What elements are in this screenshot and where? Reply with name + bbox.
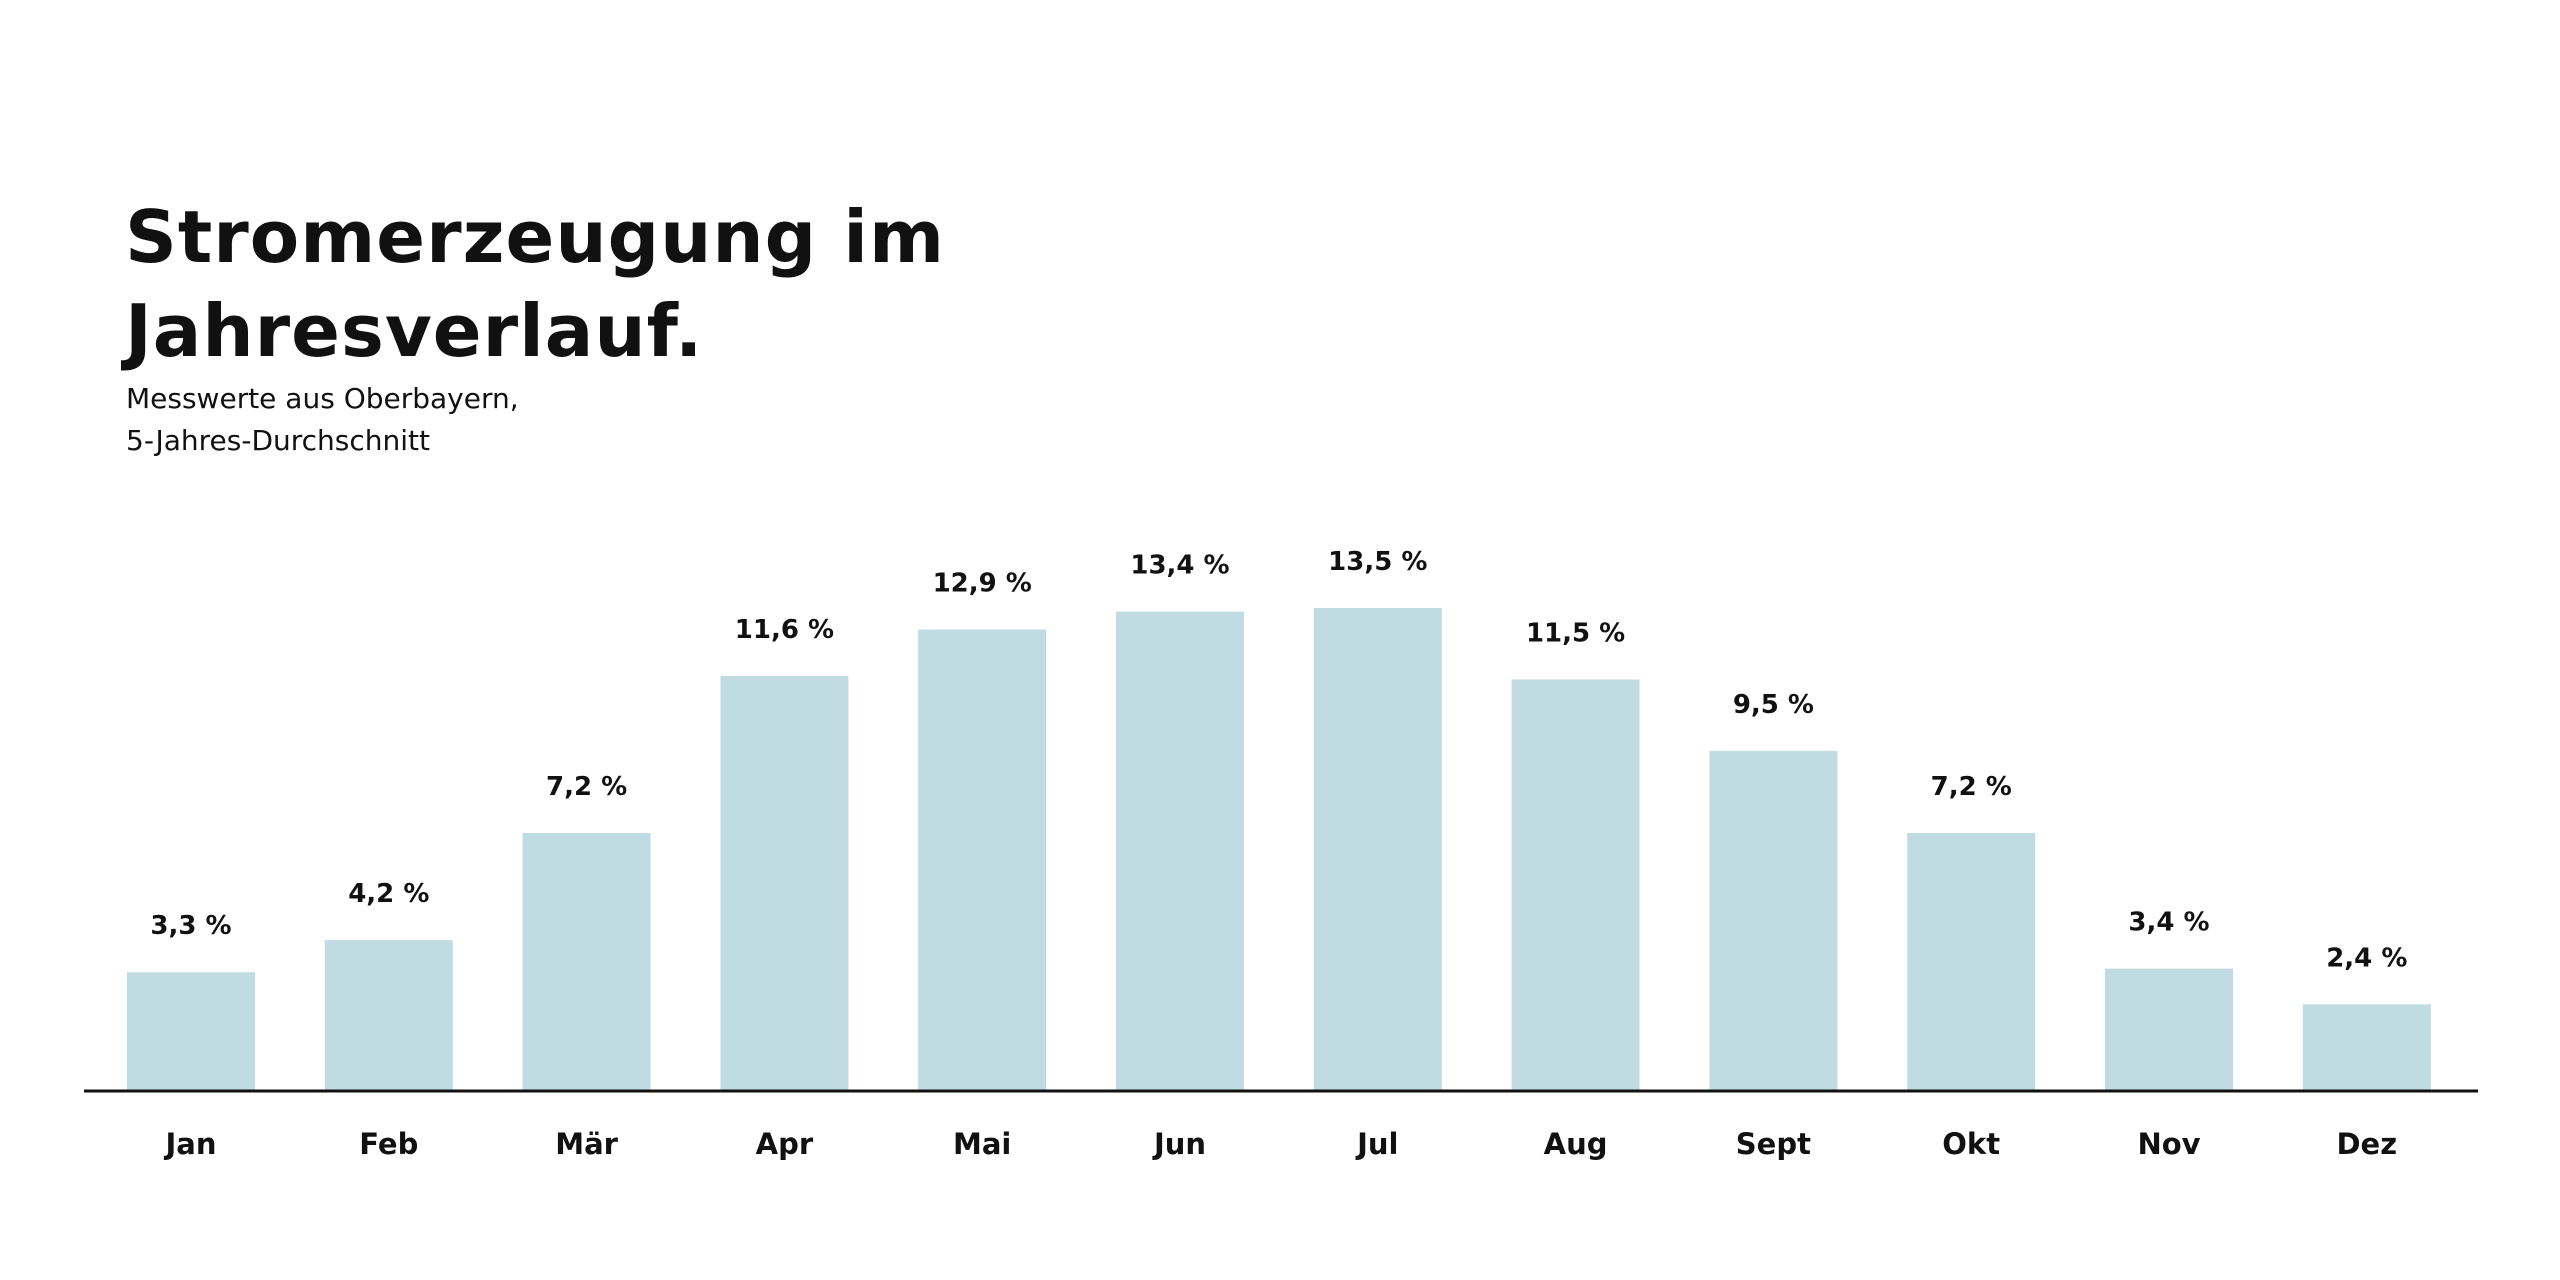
value-labels-group: 3,3 % 4,2 % 7,2 % 11,6 % 12,9 % 13,4 % 13,5 % 1… <box>150 547 2407 973</box>
bar-0 <box>127 972 255 1090</box>
bar-5 <box>1116 611 1244 1090</box>
bars-group <box>127 608 2431 1091</box>
value-label-0: 3,3 % <box>150 911 231 941</box>
value-label-10: 3,4 % <box>2128 908 2209 938</box>
value-label-5: 13,4 % <box>1130 551 1229 581</box>
x-tick-label-2: Mär <box>555 1127 618 1161</box>
bar-3 <box>720 675 849 1090</box>
x-tick-label-10: Nov <box>2137 1127 2200 1161</box>
bar-10 <box>2105 968 2233 1090</box>
x-tick-label-3: Apr <box>756 1127 814 1161</box>
chart-subtitle: Messwerte aus Oberbayern, 5-Jahres-Durch… <box>126 382 519 457</box>
bar-1 <box>324 940 453 1090</box>
bar-9 <box>1907 833 2036 1090</box>
value-label-3: 11,6 % <box>735 615 834 645</box>
bar-6 <box>1313 608 1442 1090</box>
value-label-11: 2,4 % <box>2326 943 2407 973</box>
bar-11 <box>2302 1004 2431 1090</box>
value-label-9: 7,2 % <box>1931 772 2012 802</box>
x-tick-label-1: Feb <box>359 1127 418 1161</box>
bar-7 <box>1511 679 1640 1091</box>
value-label-7: 11,5 % <box>1526 619 1625 649</box>
value-label-6: 13,5 % <box>1328 547 1427 577</box>
x-tick-label-7: Aug <box>1544 1127 1608 1161</box>
value-label-8: 9,5 % <box>1733 690 1814 720</box>
x-tick-label-6: Jul <box>1355 1127 1398 1161</box>
value-label-1: 4,2 % <box>348 879 429 909</box>
x-tick-label-0: Jan <box>163 1127 216 1161</box>
x-axis-tick-labels: Jan Feb Mär Apr Mai Jun Jul Aug Sept Okt Nov Dez <box>163 1127 2397 1161</box>
value-label-4: 12,9 % <box>933 569 1032 599</box>
x-tick-label-5: Jun <box>1152 1127 1206 1161</box>
chart-title: Stromerzeugung im Jahresverlauf. <box>125 195 945 373</box>
x-tick-label-8: Sept <box>1736 1127 1811 1161</box>
bar-2 <box>522 833 651 1090</box>
bar-4 <box>918 629 1047 1090</box>
x-tick-label-4: Mai <box>953 1127 1011 1161</box>
value-label-2: 7,2 % <box>546 772 627 802</box>
bar-8 <box>1709 750 1838 1090</box>
x-tick-label-9: Okt <box>1942 1127 2000 1161</box>
x-tick-label-11: Dez <box>2336 1127 2397 1161</box>
